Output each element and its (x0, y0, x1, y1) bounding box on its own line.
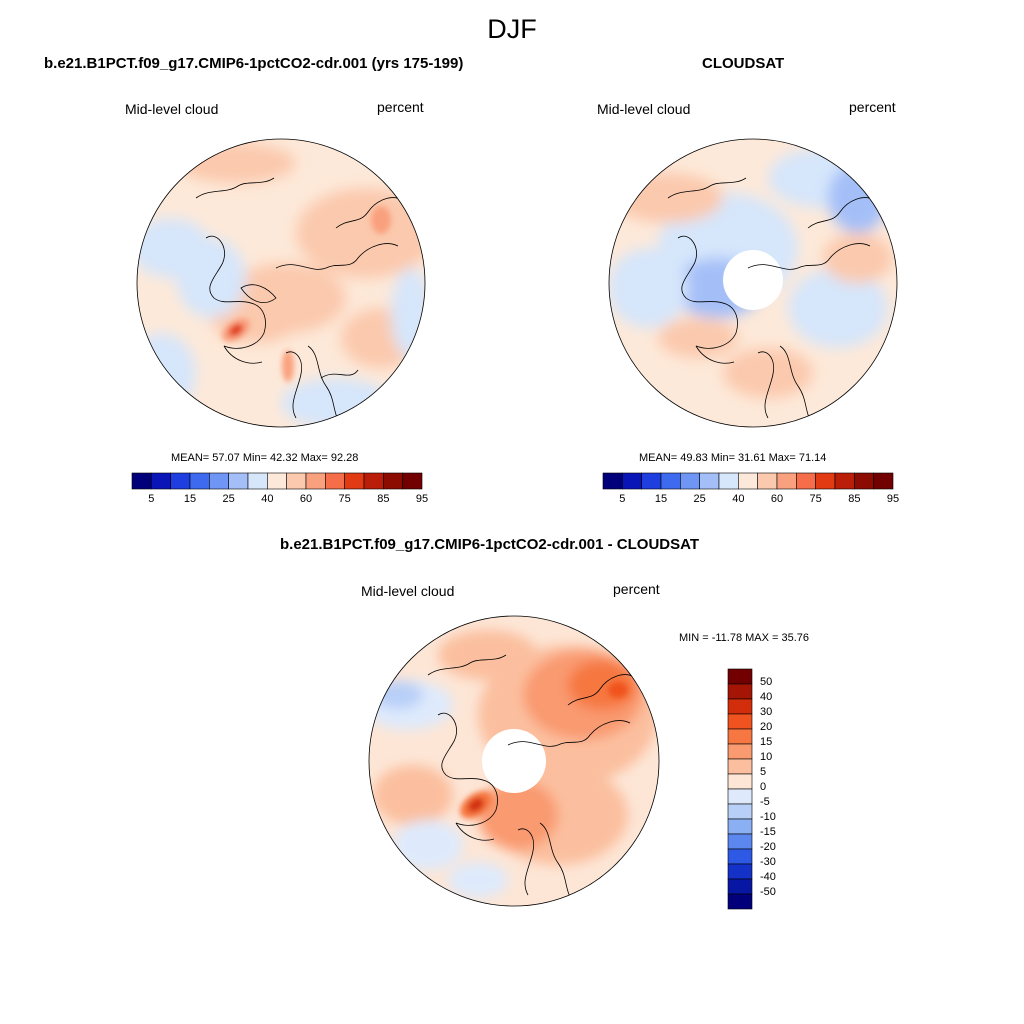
model-colorbar-box (170, 472, 191, 490)
obs-colorbar-box (718, 472, 739, 490)
diff-colorbar-tick: -30 (760, 856, 776, 868)
model-colorbar-tick: 85 (377, 493, 390, 505)
obs-stats: MEAN= 49.83 Min= 31.61 Max= 71.14 (639, 452, 827, 464)
obs-panel-title: CLOUDSAT (702, 55, 785, 72)
obs-units-label: percent (849, 99, 896, 115)
diff-colorbar-box (727, 743, 753, 760)
obs-colorbar-box (873, 472, 894, 490)
obs-colorbar-box (854, 472, 874, 490)
diff-colorbar-tick: 5 (760, 766, 767, 778)
model-colorbar-tick: 15 (183, 493, 197, 505)
diff-colorbar-box (727, 818, 753, 835)
obs-colorbar-box (776, 472, 797, 490)
diff-colorbar-tick: 50 (760, 676, 773, 688)
diff-colorbar-box (727, 698, 753, 715)
diff-colorbar-box (727, 668, 753, 685)
diff-colorbar-box (727, 803, 753, 820)
diff-panel-title: b.e21.B1PCT.f09_g17.CMIP6-1pctCO2-cdr.00… (280, 536, 700, 553)
model-variable-label: Mid-level cloud (125, 101, 219, 117)
obs-colorbar-box (602, 472, 623, 490)
diff-colorbar-tick: -50 (760, 886, 776, 898)
diff-colorbar-tick: 40 (760, 691, 773, 703)
diff-colorbar-ticks: 50 40 30 20 15 10 5 0 -5 -10 -15 -20 -30 -40 -50 (760, 669, 800, 909)
obs-colorbar-tick: 5 (619, 493, 626, 505)
diff-colorbar-tick: -40 (760, 871, 776, 883)
obs-variable-label: Mid-level cloud (597, 101, 691, 117)
obs-colorbar-tick: 95 (886, 493, 900, 505)
model-colorbar-box (209, 472, 229, 490)
diff-colorbar-tick: 10 (760, 751, 773, 763)
obs-colorbar-tick: 75 (809, 493, 822, 505)
model-colorbar-box (228, 472, 249, 490)
diff-colorbar-tick: 30 (760, 706, 773, 718)
model-colorbar-box (151, 472, 171, 490)
obs-polar-map (608, 138, 898, 428)
diff-colorbar (727, 668, 753, 914)
diff-colorbar-box (727, 713, 753, 730)
diff-polar-map (368, 615, 660, 907)
model-colorbar-box (344, 472, 365, 490)
model-stats: MEAN= 57.07 Min= 42.32 Max= 92.28 (171, 452, 359, 464)
obs-colorbar-box (815, 472, 836, 490)
model-colorbar-box (131, 472, 152, 490)
model-colorbar-box (189, 472, 210, 490)
diff-colorbar-box (727, 683, 753, 700)
model-panel-title: b.e21.B1PCT.f09_g17.CMIP6-1pctCO2-cdr.00… (44, 55, 464, 72)
diff-colorbar-tick: -5 (760, 796, 770, 808)
diff-colorbar-box (727, 833, 753, 850)
model-colorbar-tick: 60 (299, 493, 313, 505)
model-colorbar-tick: 95 (415, 493, 429, 505)
model-colorbar-box (267, 472, 287, 490)
model-colorbar-box (247, 472, 268, 490)
diff-colorbar-box (727, 863, 753, 880)
obs-colorbar-tick: 25 (693, 493, 706, 505)
diff-colorbar-tick: -15 (760, 826, 776, 838)
model-units-label: percent (377, 99, 424, 115)
figure-title: DJF (487, 14, 537, 44)
obs-colorbar-box (796, 472, 816, 490)
model-polar-map (136, 138, 426, 428)
diff-colorbar-tick: 0 (760, 781, 767, 793)
diff-colorbar-box (727, 893, 753, 910)
diff-colorbar-tick: -10 (760, 811, 776, 823)
diff-colorbar-tick: 20 (760, 721, 773, 733)
obs-colorbar-tick: 85 (848, 493, 861, 505)
diff-units-label: percent (613, 581, 660, 597)
model-colorbar-box (325, 472, 345, 490)
diff-colorbar-box (727, 848, 753, 865)
model-colorbar (131, 472, 423, 494)
obs-colorbar-tick: 60 (770, 493, 784, 505)
model-colorbar-ticks: 5 15 25 40 60 75 85 95 (132, 493, 428, 507)
obs-colorbar-box (757, 472, 778, 490)
model-colorbar-tick: 75 (338, 493, 351, 505)
model-colorbar-box (402, 472, 423, 490)
obs-colorbar-box (738, 472, 758, 490)
diff-colorbar-box (727, 788, 753, 805)
model-colorbar-box (286, 472, 307, 490)
model-colorbar-tick: 5 (148, 493, 155, 505)
diff-variable-label: Mid-level cloud (361, 583, 455, 599)
obs-colorbar-box (699, 472, 720, 490)
diff-colorbar-tick: 15 (760, 736, 773, 748)
obs-colorbar-tick: 15 (654, 493, 668, 505)
model-colorbar-box (383, 472, 403, 490)
diff-colorbar-box (727, 773, 753, 790)
diff-stats: MIN = -11.78 MAX = 35.76 (679, 632, 810, 644)
obs-colorbar-box (641, 472, 662, 490)
obs-colorbar-box (680, 472, 700, 490)
model-colorbar-tick: 25 (222, 493, 235, 505)
diff-colorbar-box (727, 878, 753, 895)
diff-colorbar-tick: -20 (760, 841, 776, 853)
diff-colorbar-box (727, 758, 753, 775)
model-colorbar-tick: 40 (261, 493, 274, 505)
obs-colorbar-box (834, 472, 855, 490)
obs-colorbar-box (622, 472, 642, 490)
obs-colorbar (602, 472, 894, 494)
obs-colorbar-tick: 40 (732, 493, 745, 505)
obs-colorbar-ticks: 5 15 25 40 60 75 85 95 (603, 493, 899, 507)
diff-colorbar-box (727, 728, 753, 745)
model-colorbar-box (305, 472, 326, 490)
obs-colorbar-box (660, 472, 681, 490)
model-colorbar-box (363, 472, 384, 490)
